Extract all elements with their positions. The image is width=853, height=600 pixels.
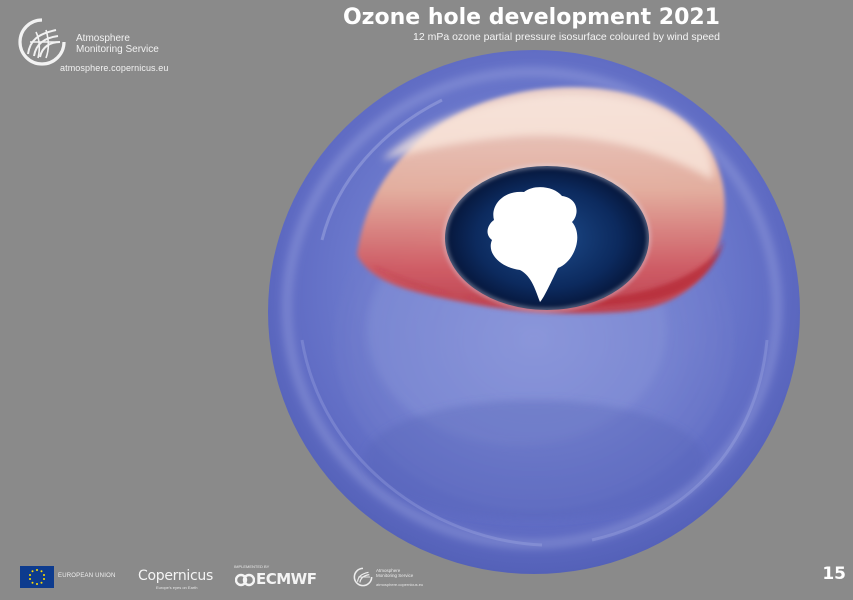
- footer-logos: EUROPEAN UNION Copernicus Europe's eyes …: [0, 554, 853, 600]
- ecmwf-mark-icon: [235, 573, 255, 587]
- cams-logo-line1: Atmosphere: [76, 33, 130, 44]
- copernicus-tagline: Europe's eyes on Earth: [156, 585, 198, 590]
- antarctica-shape: [487, 187, 578, 302]
- cams-url: atmosphere.copernicus.eu: [60, 63, 169, 73]
- small-cams-globe-icon: [353, 567, 373, 587]
- small-cams-url: atmosphere.copernicus.eu: [376, 582, 424, 587]
- small-cams-line2: Monitoring Service: [376, 573, 414, 578]
- ecmwf-implemented-by: IMPLEMENTED BY: [234, 564, 270, 569]
- small-cams-line1: Atmosphere: [376, 568, 401, 573]
- cams-logo-name: Atmosphere Monitoring Service: [76, 33, 196, 55]
- ecmwf-logo: IMPLEMENTED BY ECMWF: [234, 564, 324, 592]
- cams-logo-line2: Monitoring Service: [76, 44, 159, 55]
- ozone-globe: [262, 40, 806, 580]
- eu-flag-icon: [20, 566, 54, 588]
- small-cams-name: Atmosphere Monitoring Service: [376, 568, 413, 578]
- small-cams-logo: Atmosphere Monitoring Service atmosphere…: [352, 566, 432, 592]
- ozone-isosurface-globe-icon: [268, 50, 800, 574]
- cams-logo: Atmosphere Monitoring Service: [14, 14, 204, 76]
- frame-number: 15: [822, 564, 846, 584]
- cams-globe-icon: [18, 18, 66, 66]
- ecmwf-word: ECMWF: [256, 570, 317, 588]
- eu-label: EUROPEAN UNION: [58, 573, 116, 579]
- page-subtitle: 12 mPa ozone partial pressure isosurface…: [412, 31, 720, 43]
- copernicus-word: Copernicus: [138, 568, 213, 584]
- copernicus-logo: Copernicus Europe's eyes on Earth: [138, 566, 218, 590]
- page-title: Ozone hole development 2021: [342, 5, 720, 30]
